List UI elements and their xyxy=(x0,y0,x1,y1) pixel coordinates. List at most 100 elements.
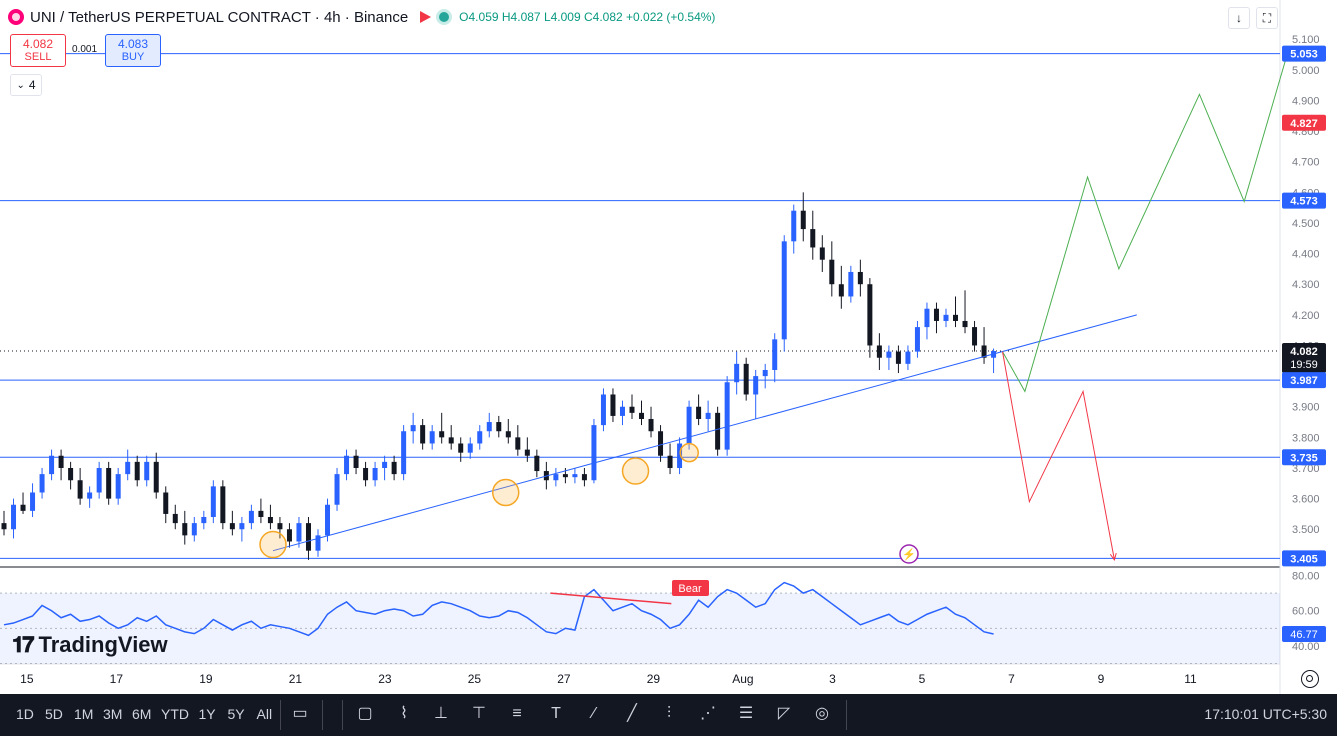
candle-body xyxy=(458,443,464,453)
candle-body xyxy=(286,529,292,542)
timeframe-button[interactable]: 1Y xyxy=(198,706,216,722)
candle-body xyxy=(572,474,578,478)
clock[interactable]: 17:10:01 UTC+5:30 xyxy=(1204,706,1327,722)
rsi-tick-label: 40.00 xyxy=(1292,641,1320,653)
candle-body xyxy=(344,455,350,475)
touch-circle xyxy=(491,478,520,507)
time-tick-label: 23 xyxy=(378,672,392,686)
brush-icon[interactable]: ⁄ xyxy=(592,705,596,722)
candle-body xyxy=(734,363,740,383)
timeframe-button[interactable]: 3M xyxy=(103,706,123,722)
candle-body xyxy=(49,455,55,475)
time-tick-label: 25 xyxy=(468,672,482,686)
time-tick-label: 27 xyxy=(557,672,571,686)
arrow-down-icon: ↓ xyxy=(1236,11,1242,25)
scroll-down-button[interactable]: ↓ xyxy=(1228,7,1250,29)
fullscreen-icon: ⛶ xyxy=(1262,10,1272,25)
candle-body xyxy=(115,474,121,499)
grid-layer xyxy=(0,0,1281,694)
time-tick-label: 11 xyxy=(1184,672,1197,686)
long-position-icon[interactable]: ⊥ xyxy=(434,705,448,722)
timeframe-button[interactable]: YTD xyxy=(161,706,189,722)
rectangle-icon[interactable]: ▢ xyxy=(357,705,373,722)
price-tick-label: 3.500 xyxy=(1292,524,1320,536)
bull-projection xyxy=(1002,48,1290,393)
settings-button[interactable] xyxy=(1301,670,1319,688)
candle-body xyxy=(239,523,245,530)
candle-body xyxy=(505,431,511,438)
candle-body xyxy=(11,504,17,530)
candle-body xyxy=(943,314,949,321)
short-position-icon[interactable]: ⊤ xyxy=(472,705,486,722)
price-tick-label: 4.700 xyxy=(1292,157,1320,169)
bottom-toolbar: 1D 5D 1M 3M 6M YTD 1Y 5Y All ▭ ▢ ⌇ ⊥ ⊤ ≡ T ⁄ ╱ ⫶… xyxy=(0,694,1337,736)
zoom-icon[interactable]: ◎ xyxy=(815,705,829,722)
candle-body xyxy=(610,394,616,416)
timeframe-button[interactable]: All xyxy=(256,706,273,722)
candle-body xyxy=(296,523,302,542)
candle-body xyxy=(429,431,435,444)
candle-body xyxy=(467,443,473,453)
indicators-toggle[interactable]: ⌄ 4 xyxy=(10,74,42,96)
ruler-icon[interactable]: ◸ xyxy=(777,705,791,722)
timeframe-button[interactable]: 6M xyxy=(132,706,152,722)
rsi-tick-label: 80.00 xyxy=(1292,571,1320,583)
candle-body xyxy=(619,406,625,416)
calendar-range-icon[interactable]: ▭ xyxy=(292,705,308,722)
candle-body xyxy=(981,345,987,358)
candle-body xyxy=(581,474,587,481)
time-tick-label: 3 xyxy=(829,672,836,686)
buy-button[interactable]: 4.083 BUY xyxy=(105,34,161,67)
sell-button[interactable]: 4.082 SELL xyxy=(10,34,66,67)
lightning-icon xyxy=(899,544,919,564)
trendline xyxy=(272,314,1137,552)
candle-body xyxy=(972,327,978,346)
path-icon[interactable]: ⌇ xyxy=(400,705,408,722)
candle-body xyxy=(305,523,311,551)
time-tick-label: 17 xyxy=(110,672,124,686)
chart-header: UNI / TetherUS PERPETUAL CONTRACT · 4h ·… xyxy=(8,7,715,27)
price-label-tag xyxy=(1282,342,1326,373)
text-icon[interactable]: T xyxy=(551,705,561,722)
candle-body xyxy=(372,467,378,481)
price-tick-label: 4.200 xyxy=(1292,310,1320,322)
symbol-title[interactable]: UNI / TetherUS PERPETUAL CONTRACT · 4h ·… xyxy=(30,8,409,26)
candle-body xyxy=(401,431,407,475)
trendline-icon[interactable]: ╱ xyxy=(627,705,637,722)
candle-body xyxy=(267,516,273,524)
ohlc-open: O4.059 xyxy=(459,10,499,24)
time-axis: 15 17 19 21 23 25 27 29 Aug 3 5 7 9 11 xyxy=(20,672,1197,686)
toolbar-divider xyxy=(342,700,343,730)
candle-body xyxy=(762,369,768,377)
candle-body xyxy=(134,461,140,481)
candle-body xyxy=(191,523,197,536)
gear-icon xyxy=(1306,675,1313,682)
price-label-tag xyxy=(1282,550,1326,567)
candle-body xyxy=(68,467,74,481)
candle-body xyxy=(420,425,426,444)
timeframe-button[interactable]: 1M xyxy=(74,706,94,722)
candle-body xyxy=(153,461,159,493)
ohlc-change: +0.022 (+0.54%) xyxy=(626,10,716,24)
volume-profile-icon[interactable]: ☰ xyxy=(738,705,754,722)
candle-body xyxy=(524,449,530,456)
candle-body xyxy=(677,443,683,468)
pattern-icon[interactable]: ⋰ xyxy=(700,705,716,722)
timeframe-button[interactable]: 5D xyxy=(45,706,63,722)
flag-icon[interactable] xyxy=(420,11,432,23)
timeframe-button[interactable]: 5Y xyxy=(227,706,245,722)
toolbar-divider xyxy=(322,700,323,730)
candle-body xyxy=(325,504,331,536)
timeframe-button[interactable]: 1D xyxy=(16,706,34,722)
fullscreen-button[interactable]: ⛶ xyxy=(1256,7,1278,29)
candle-body xyxy=(686,406,692,444)
forecast-icon[interactable]: ⫶ xyxy=(666,705,671,722)
candle-body xyxy=(220,486,226,524)
candle-body xyxy=(315,535,321,551)
candle-body xyxy=(182,523,188,536)
spread-value: 0.001 xyxy=(72,44,98,55)
fib-icon[interactable]: ≡ xyxy=(512,705,522,722)
candle-body xyxy=(410,425,416,432)
